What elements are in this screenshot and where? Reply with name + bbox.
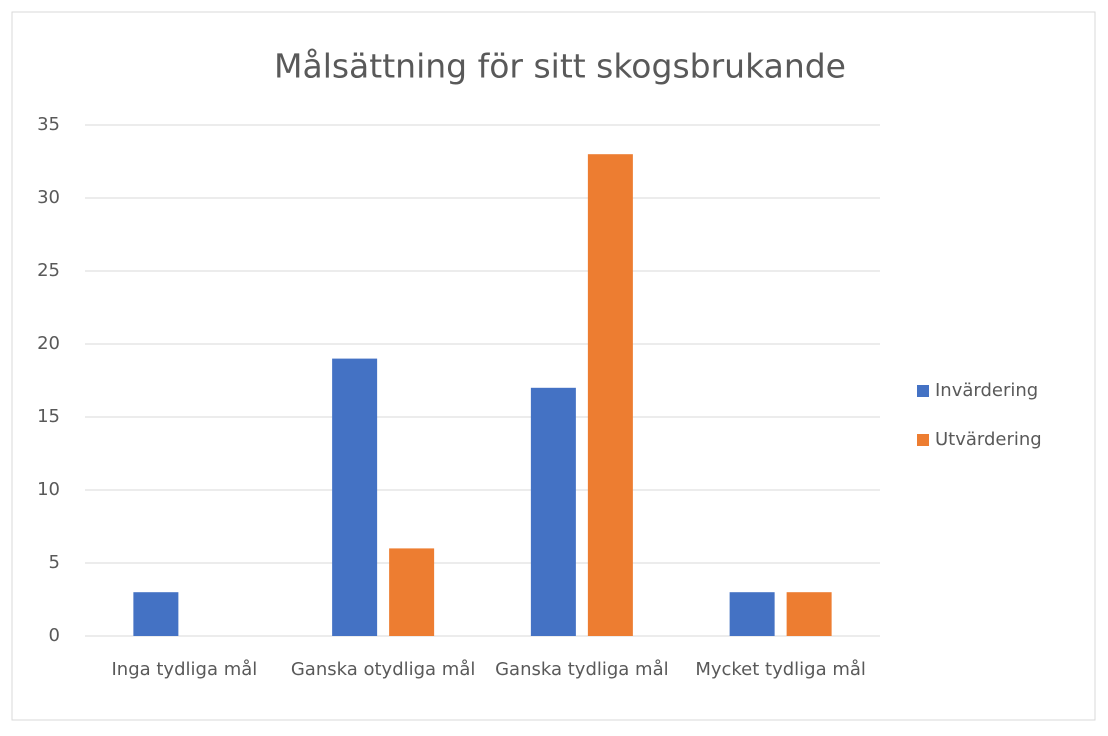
y-tick-label: 35	[37, 114, 60, 135]
x-tick-label: Mycket tydliga mål	[695, 659, 866, 680]
x-tick-label: Ganska otydliga mål	[290, 659, 476, 680]
y-tick-label: 30	[37, 187, 60, 208]
legend-swatch	[917, 434, 929, 446]
bar	[332, 358, 378, 636]
bar	[530, 387, 576, 636]
y-tick-label: 15	[37, 406, 60, 427]
bar	[786, 592, 832, 636]
y-tick-label: 25	[37, 260, 60, 281]
y-tick-label: 20	[37, 333, 60, 354]
chart-title: Målsättning för sitt skogsbrukande	[274, 47, 846, 86]
legend-swatch	[917, 385, 929, 397]
legend-label: Invärdering	[935, 380, 1038, 401]
bar	[133, 592, 179, 636]
x-tick-label: Ganska tydliga mål	[495, 659, 669, 680]
y-tick-label: 10	[37, 479, 60, 500]
bar	[389, 548, 435, 636]
y-tick-label: 5	[49, 552, 60, 573]
legend-label: Utvärdering	[935, 429, 1042, 450]
bar	[587, 154, 633, 636]
x-tick-label: Inga tydliga mål	[111, 659, 258, 680]
y-tick-label: 0	[49, 625, 60, 646]
bar	[729, 592, 775, 636]
